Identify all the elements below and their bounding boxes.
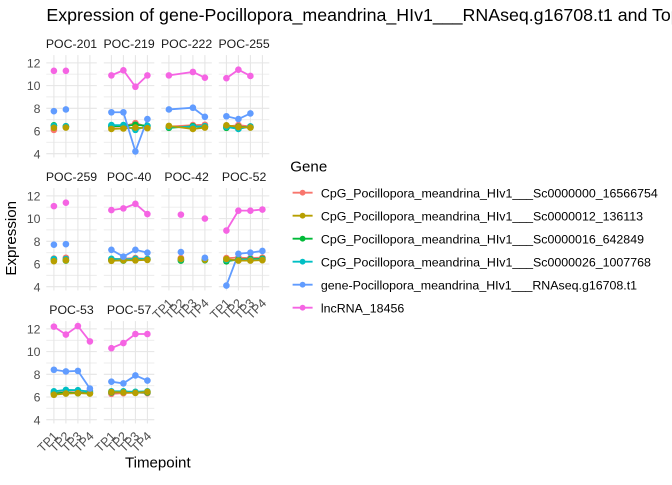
svg-text:lncRNA_18456: lncRNA_18456 xyxy=(321,302,404,316)
svg-text:Gene: Gene xyxy=(290,159,327,176)
svg-text:4: 4 xyxy=(34,413,41,427)
svg-text:CpG_Pocillopora_meandrina_HIv1: CpG_Pocillopora_meandrina_HIv1___Sc00000… xyxy=(321,210,643,224)
svg-text:12: 12 xyxy=(27,57,41,71)
svg-text:POC-53: POC-53 xyxy=(49,303,94,317)
svg-text:8: 8 xyxy=(34,235,41,249)
svg-text:12: 12 xyxy=(27,323,41,337)
svg-text:4: 4 xyxy=(34,147,41,161)
svg-text:POC-201: POC-201 xyxy=(46,37,97,51)
svg-text:6: 6 xyxy=(34,258,41,272)
svg-text:POC-57: POC-57 xyxy=(107,303,152,317)
svg-text:gene-Pocillopora_meandrina_HIv: gene-Pocillopora_meandrina_HIv1___RNAseq… xyxy=(321,279,637,293)
svg-text:POC-219: POC-219 xyxy=(103,37,154,51)
svg-text:CpG_Pocillopora_meandrina_HIv1: CpG_Pocillopora_meandrina_HIv1___Sc00000… xyxy=(321,187,658,201)
svg-text:Expression: Expression xyxy=(3,201,20,276)
svg-text:6: 6 xyxy=(34,391,41,405)
svg-text:8: 8 xyxy=(34,368,41,382)
svg-text:10: 10 xyxy=(27,345,41,359)
svg-text:Expression of gene-Pocillopora: Expression of gene-Pocillopora_meandrina… xyxy=(46,5,672,26)
svg-text:POC-42: POC-42 xyxy=(164,170,209,184)
svg-text:CpG_Pocillopora_meandrina_HIv1: CpG_Pocillopora_meandrina_HIv1___Sc00000… xyxy=(321,233,644,247)
svg-text:10: 10 xyxy=(27,79,41,93)
svg-text:POC-255: POC-255 xyxy=(218,37,269,51)
svg-text:4: 4 xyxy=(34,280,41,294)
svg-text:POC-40: POC-40 xyxy=(107,170,152,184)
svg-text:12: 12 xyxy=(27,190,41,204)
svg-text:POC-52: POC-52 xyxy=(222,170,267,184)
svg-text:Timepoint: Timepoint xyxy=(125,454,192,471)
svg-text:POC-222: POC-222 xyxy=(161,37,212,51)
svg-text:CpG_Pocillopora_meandrina_HIv1: CpG_Pocillopora_meandrina_HIv1___Sc00000… xyxy=(321,256,651,270)
svg-text:8: 8 xyxy=(34,102,41,116)
svg-text:POC-259: POC-259 xyxy=(46,170,97,184)
svg-text:6: 6 xyxy=(34,125,41,139)
svg-text:10: 10 xyxy=(27,212,41,226)
